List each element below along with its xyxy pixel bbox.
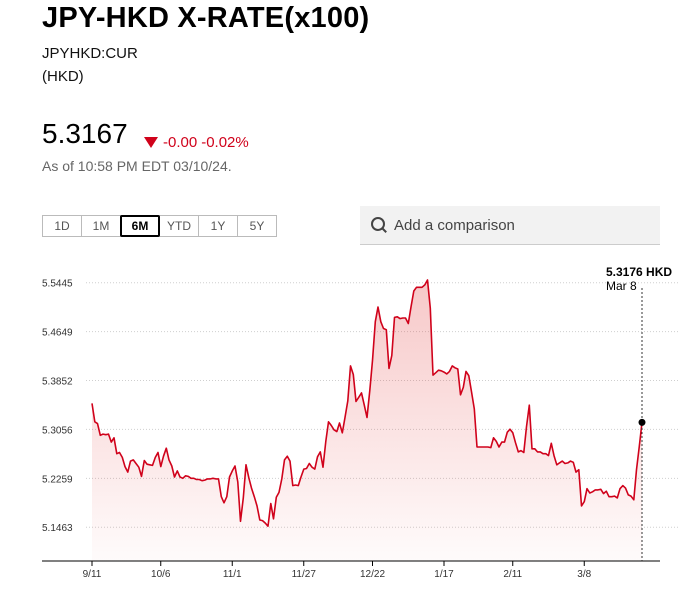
change-percent: -0.02% [201,134,249,151]
price-area [92,280,642,561]
range-5y-button[interactable]: 5Y [237,215,277,237]
x-tick-label: 11/1 [223,569,242,580]
range-ytd-button[interactable]: YTD [159,215,199,237]
change-value: -0.00 [163,134,198,151]
as-of-timestamp: As of 10:58 PM EDT 03/10/24. [42,158,232,174]
x-tick-label: 9/11 [83,569,102,580]
y-tick-label: 5.5445 [42,279,73,290]
price-change: -0.00 -0.02% [144,134,249,151]
x-tick-label: 2/11 [503,569,522,580]
down-arrow-icon [144,137,158,148]
x-tick-label: 3/8 [577,569,591,580]
search-icon [370,216,388,234]
x-tick-label: 10/6 [151,569,171,580]
tooltip-value: 5.3176 HKD [606,265,673,279]
x-tick-label: 11/27 [292,569,317,580]
chart-tooltip: 5.3176 HKD Mar 8 [606,265,672,293]
page-title: JPY-HKD X-RATE(x100) [42,2,370,34]
x-tick-label: 12/22 [360,569,385,580]
range-6m-button[interactable]: 6M [120,215,160,237]
time-range-selector: 1D 1M 6M YTD 1Y 5Y [42,215,277,237]
y-tick-label: 5.3852 [42,377,73,388]
y-tick-label: 5.3056 [42,425,73,436]
range-1m-button[interactable]: 1M [81,215,121,237]
range-1d-button[interactable]: 1D [42,215,82,237]
y-tick-label: 5.2259 [42,474,73,485]
tooltip-date: Mar 8 [606,279,637,293]
range-1y-button[interactable]: 1Y [198,215,238,237]
x-tick-label: 1/17 [434,569,454,580]
last-point-marker [638,418,646,426]
price-line [91,279,643,527]
comparison-placeholder: Add a comparison [394,216,515,234]
currency-label: (HKD) [42,68,84,85]
last-price: 5.3167 [42,118,128,149]
y-tick-label: 5.4649 [42,328,73,339]
comparison-search[interactable]: Add a comparison [360,206,660,245]
price-chart[interactable]: 5.1463 5.2259 5.3056 5.3852 5.4649 5.5445 9/11… [0,260,700,609]
y-tick-label: 5.1463 [42,523,73,534]
ticker-symbol: JPYHKD:CUR [42,45,138,62]
